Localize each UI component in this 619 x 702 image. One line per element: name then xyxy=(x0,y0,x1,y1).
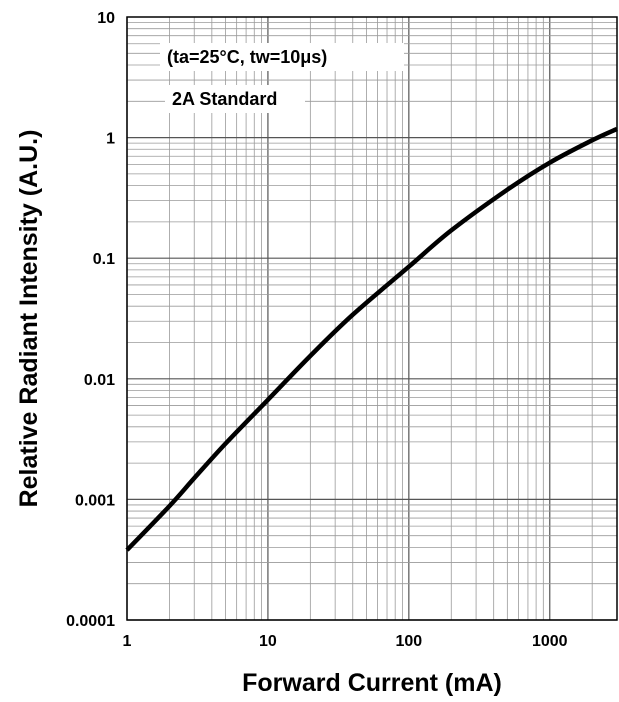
x-axis-title: Forward Current (mA) xyxy=(242,669,502,697)
y-tick-labels: 10 1 0.1 0.01 0.001 0.0001 xyxy=(66,10,115,630)
x-tick-labels: 1 10 100 1000 xyxy=(123,633,568,650)
annotation-conditions: (ta=25°C, tw=10μs) xyxy=(167,47,327,67)
y-tick-label: 0.1 xyxy=(93,251,115,268)
grid xyxy=(126,17,618,621)
annotation-background xyxy=(160,43,404,71)
y-tick-label: 1 xyxy=(106,131,115,148)
series-line xyxy=(125,126,618,552)
x-tick-label: 1000 xyxy=(532,633,568,650)
y-axis-title: Relative Radiant Intensity (A.U.) xyxy=(15,130,43,508)
y-tick-label: 0.0001 xyxy=(66,613,115,630)
annotation-group: (ta=25°C, tw=10μs) 2A Standard xyxy=(160,43,404,113)
x-tick-label: 100 xyxy=(395,633,422,650)
x-tick-label: 10 xyxy=(259,633,277,650)
y-tick-label: 0.001 xyxy=(75,492,115,509)
x-tick-label: 1 xyxy=(123,633,132,650)
y-tick-label: 0.01 xyxy=(84,372,115,389)
annotation-standard: 2A Standard xyxy=(172,89,277,109)
annotation-background xyxy=(165,85,305,113)
plot-frame xyxy=(126,16,618,621)
y-tick-label: 10 xyxy=(97,10,115,27)
